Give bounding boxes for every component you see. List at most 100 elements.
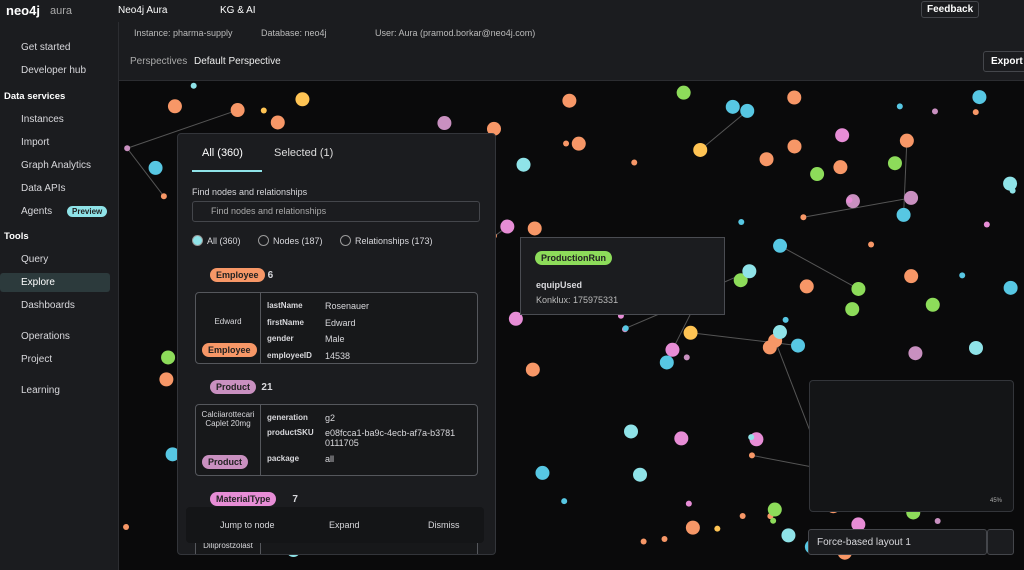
node (714, 525, 721, 532)
top-bar: neo4j aura Neo4j Aura KG & AI Feedback (0, 0, 1024, 23)
node (527, 221, 542, 236)
node (787, 90, 802, 105)
nav-item[interactable]: Explore (0, 273, 110, 292)
user[interactable]: User: Aura (pramod.borkar@neo4j.com) (375, 28, 536, 38)
node-label: Product (202, 455, 249, 469)
radio[interactable] (192, 235, 203, 246)
tab[interactable]: All (360) (202, 147, 243, 159)
filter-label[interactable]: Relationships (173) (355, 236, 433, 246)
minimap[interactable]: 45% (809, 380, 1014, 512)
action[interactable]: Dismiss (428, 520, 460, 530)
node (748, 434, 755, 441)
property-value: all (325, 454, 335, 464)
property-key: equipUsed (536, 280, 583, 290)
database[interactable]: Database: neo4j (261, 28, 327, 38)
nav-item[interactable]: Get started (21, 42, 71, 53)
node (791, 338, 806, 353)
node (525, 362, 540, 377)
nav-item[interactable]: Data APIs (21, 183, 66, 194)
property-value: g2 (325, 413, 336, 423)
placeholder: Find nodes and relationships (211, 206, 327, 216)
section-title: Data services (4, 91, 66, 102)
breadcrumb[interactable]: Neo4j Aura (118, 5, 168, 16)
node (896, 103, 903, 110)
search-input[interactable]: Find nodes and relationships (192, 201, 480, 222)
nav-item[interactable]: Graph Analytics (21, 160, 92, 171)
filter-label[interactable]: All (360) (207, 236, 241, 246)
nav-item[interactable]: Instances (21, 114, 64, 125)
node (887, 156, 902, 171)
action-bar: Jump to node Expand Dismiss (186, 507, 484, 543)
node (846, 196, 853, 203)
group-count: 21 (261, 382, 273, 393)
nav-item[interactable]: Learning (21, 385, 60, 396)
node (190, 82, 197, 89)
perspective[interactable]: Default Perspective (194, 56, 281, 67)
nav-item[interactable]: Query (21, 254, 49, 265)
node (1003, 176, 1018, 191)
node-card[interactable]: Edward Employee lastName Rosenauer firstName… (195, 292, 478, 364)
breadcrumb[interactable]: KG & AI (220, 5, 256, 16)
feedback-button[interactable]: Feedback (921, 1, 980, 18)
action[interactable]: Expand (329, 520, 360, 530)
nav-item[interactable]: Agents (21, 206, 53, 217)
export-button[interactable]: Export (983, 51, 1024, 72)
edit-button[interactable] (987, 529, 1014, 555)
node-card[interactable]: Calciiarottecari Caplet 20mg Product gener… (195, 404, 478, 476)
search-label: Find nodes and relationships (192, 187, 308, 197)
node (787, 139, 802, 154)
node (959, 272, 966, 279)
node (437, 116, 452, 131)
node (685, 520, 700, 535)
tab[interactable]: Selected (1) (274, 147, 334, 159)
property-value: e08fcca1-ba9c-4ecb-af7a-b37810111705 (325, 428, 456, 448)
node (562, 93, 577, 108)
nav-item[interactable]: Import (21, 137, 50, 148)
filter-label[interactable]: Nodes (187) (273, 236, 323, 246)
node (624, 424, 639, 439)
node (833, 160, 848, 175)
relationship (779, 245, 859, 290)
property-value: Male (325, 334, 345, 344)
node (835, 128, 850, 143)
node (159, 372, 174, 387)
perspectives[interactable]: Perspectives (130, 56, 188, 67)
nav-item[interactable]: Developer hub (21, 65, 87, 76)
node (799, 279, 814, 294)
property-key: generation (267, 413, 308, 422)
group-label[interactable]: MaterialType (210, 492, 277, 506)
action[interactable]: Jump to node (220, 520, 275, 530)
tooltip: ProductionRun equipUsed Konklux: 1759753… (520, 237, 725, 315)
group-label[interactable]: Product (210, 380, 257, 394)
section-title: Tools (4, 231, 29, 242)
group-label[interactable]: Employee (210, 268, 265, 282)
node-caption: Edward (214, 317, 242, 326)
zoom-level: 45% (990, 498, 1003, 504)
group-count: 6 (267, 270, 274, 281)
nav-item[interactable]: Dashboards (21, 300, 75, 311)
node (733, 273, 748, 288)
nav-item[interactable]: Operations (21, 331, 70, 342)
node (676, 85, 691, 100)
node (561, 498, 568, 505)
node (899, 133, 914, 148)
node (508, 311, 523, 326)
node (563, 140, 570, 147)
node (165, 447, 180, 462)
sub-bar: Instance: pharma-supply Database: neo4j … (118, 22, 1024, 45)
property-value: 14538 (325, 350, 351, 361)
layout-select[interactable]: Force-based layout 1 (808, 529, 987, 555)
radio[interactable] (340, 235, 351, 246)
nav-item[interactable]: Project (21, 354, 53, 365)
node (904, 190, 919, 205)
node (931, 108, 938, 115)
node (571, 136, 586, 151)
radio[interactable] (258, 235, 269, 246)
node (896, 207, 911, 222)
node (908, 346, 923, 361)
instance[interactable]: Instance: pharma-supply (134, 28, 233, 38)
divider (260, 293, 261, 363)
node (759, 152, 774, 167)
node (983, 221, 990, 228)
